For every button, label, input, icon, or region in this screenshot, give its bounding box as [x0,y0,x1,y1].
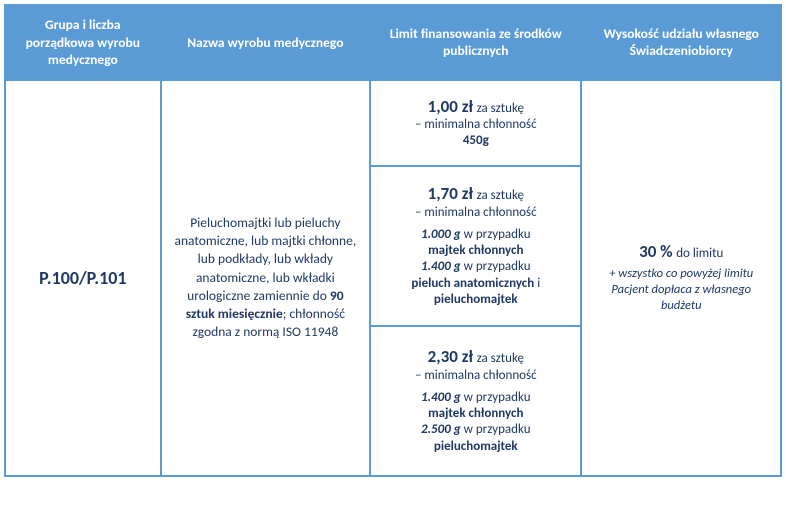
tier-2-v2-line: 1.400 g w przypadku [421,259,531,275]
header-col-share: Wysokość udziału własnego Świadczeniobio… [582,5,781,80]
share-to: do limitu [676,246,723,261]
tier-1-val-bold: 450g [463,133,489,148]
tier-2-v2-item-a: pieluch anatomicznych [411,276,534,291]
tier-2-v1-item-b: majtek chłonnych [428,243,523,258]
cell-description: Pieluchomajtki lub pieluchy anatomiczne,… [161,80,370,476]
tier-1-per: za sztukę [477,101,524,116]
tier-3-price-line: 2,30 zł za sztukę [428,346,524,367]
tier-3-v2-case: w przypadku [464,422,531,437]
tier-1-min: – minimalna chłonność [415,117,537,133]
tier-3-v1-item: majtek chłonnych [428,406,523,422]
table-header-row: Grupa i liczba porządkowa wyrobu medyczn… [5,5,781,80]
tier-3-v1-case: w przypadku [464,390,531,405]
share-pct-line: 30 % do limitu [639,241,723,262]
share-pct: 30 % [639,241,672,262]
tier-2-price-line: 1,70 zł za sztukę [428,183,524,204]
tier-2-v2-and: i [537,276,540,291]
table-body-row: P.100/P.101 Pieluchomajtki lub pieluchy … [5,80,781,476]
tier-2-min: – minimalna chłonność [415,205,537,221]
tier-1-price: 1,00 zł [428,96,473,117]
tier-3-v2-line: 2.500 g w przypadku [421,422,531,438]
tier-3: 2,30 zł za sztukę – minimalna chłonność … [370,326,581,476]
tier-3-v2-item: pieluchomajtek [434,439,518,455]
product-description: Pieluchomajtki lub pieluchy anatomiczne,… [174,214,357,342]
tier-2: 1,70 zł za sztukę – minimalna chłonność … [370,166,581,326]
tier-2-v2-case: w przypadku [464,259,531,274]
tier-3-v1-item-b: majtek chłonnych [428,406,523,421]
tier-2-v2: 1.400 g [421,259,461,274]
tier-3-v2-item-b: pieluchomajtek [434,439,518,454]
tier-2-v2-item-b: pieluchomajtek [434,292,518,307]
tier-2-v1-line: 1.000 g w przypadku [421,227,531,243]
cell-share: 30 % do limitu + wszystko co powyżej lim… [581,80,781,476]
tier-1: 1,00 zł za sztukę – minimalna chłonność … [370,80,581,166]
product-code: P.100/P.101 [39,267,126,289]
header-col-name: Nazwa wyrobu medycznego [161,5,370,80]
share-note: + wszystko co powyżej limitu Pacjent dop… [594,266,768,315]
tier-3-v1-line: 1.400 g w przypadku [421,390,531,406]
tier-2-v2-items: pieluch anatomicznych i pieluchomajtek [381,276,570,309]
cell-code: P.100/P.101 [5,80,161,476]
header-col-group: Grupa i liczba porządkowa wyrobu medyczn… [5,5,161,80]
tier-2-v1-case: w przypadku [464,227,531,242]
tier-3-v1: 1.400 g [421,390,461,405]
tier-2-price: 1,70 zł [428,183,473,204]
tier-2-v1-item: majtek chłonnych [428,243,523,259]
tier-1-val: 450g [463,133,489,149]
tier-3-price: 2,30 zł [428,346,473,367]
tier-3-v2: 2.500 g [421,422,461,437]
tier-3-min: – minimalna chłonność [415,368,537,384]
tier-3-per: za sztukę [477,351,524,366]
tier-2-v1: 1.000 g [421,227,461,242]
cell-limit-stack: 1,00 zł za sztukę – minimalna chłonność … [370,80,581,476]
pricing-table: Grupa i liczba porządkowa wyrobu medyczn… [4,4,782,477]
tier-2-per: za sztukę [477,188,524,203]
header-col-limit: Limit finansowania ze środków publicznyc… [370,5,581,80]
tier-1-price-line: 1,00 zł za sztukę [428,96,524,117]
